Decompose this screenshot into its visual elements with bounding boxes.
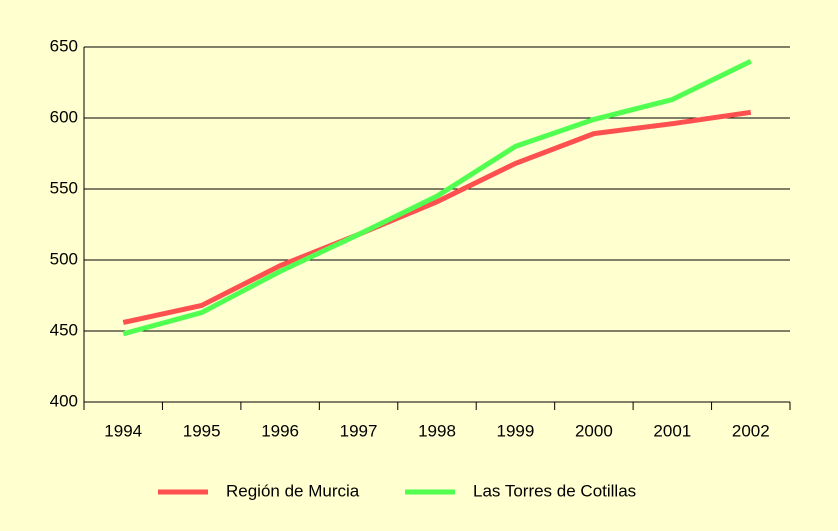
x-tick-label: 1997 [340, 421, 378, 440]
series-line [122, 109, 752, 325]
x-tick-label: 2002 [732, 421, 770, 440]
x-tick-label: 1994 [104, 421, 142, 440]
y-tick-label: 600 [50, 107, 78, 126]
y-tick-label: 550 [50, 178, 78, 197]
legend-label: Región de Murcia [226, 481, 360, 500]
x-tick-label: 1999 [497, 421, 535, 440]
y-tick-label: 500 [50, 249, 78, 268]
y-tick-label: 650 [50, 36, 78, 55]
y-tick-label: 450 [50, 320, 78, 339]
x-tick-label: 1996 [261, 421, 299, 440]
x-tick-label: 1995 [183, 421, 221, 440]
x-tick-label: 2000 [575, 421, 613, 440]
x-tick-label: 1998 [418, 421, 456, 440]
y-tick-label: 400 [50, 391, 78, 410]
x-tick-label: 2001 [653, 421, 691, 440]
series-line [122, 58, 752, 337]
legend-label: Las Torres de Cotillas [473, 481, 636, 500]
